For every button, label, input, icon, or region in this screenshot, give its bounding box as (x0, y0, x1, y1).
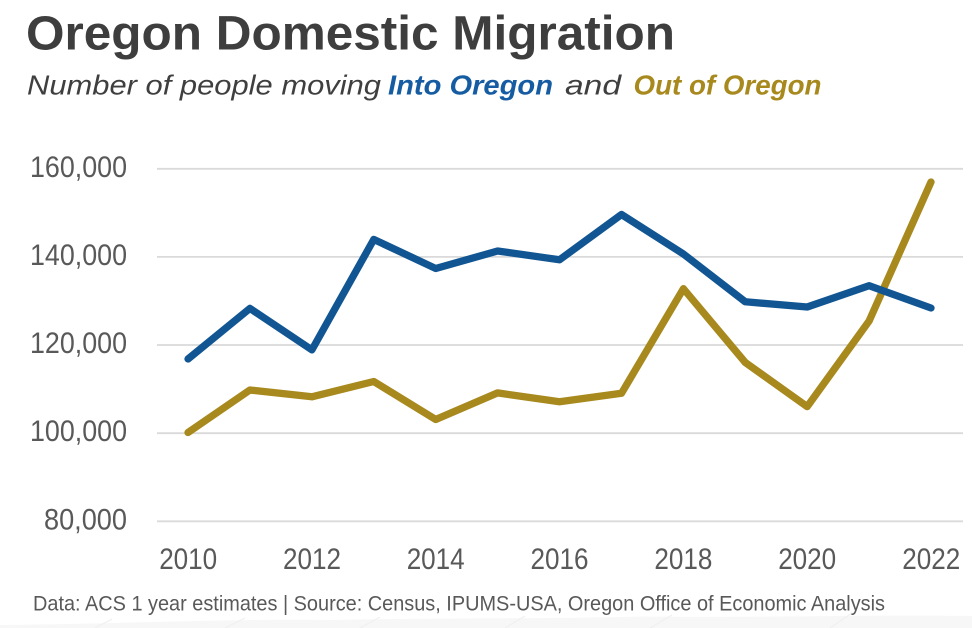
svg-text:80,000: 80,000 (44, 503, 127, 536)
svg-text:and: and (565, 70, 623, 101)
svg-text:100,000: 100,000 (30, 415, 127, 448)
svg-text:2020: 2020 (778, 543, 836, 576)
svg-text:160,000: 160,000 (30, 151, 127, 184)
svg-text:Into Oregon: Into Oregon (388, 70, 553, 101)
svg-text:Number of people moving: Number of people moving (27, 70, 381, 101)
svg-text:2012: 2012 (283, 543, 341, 576)
svg-text:2014: 2014 (407, 543, 465, 576)
svg-text:2010: 2010 (159, 543, 217, 576)
svg-text:120,000: 120,000 (30, 327, 127, 360)
svg-text:2018: 2018 (654, 543, 712, 576)
svg-text:2016: 2016 (531, 543, 589, 576)
svg-text:2022: 2022 (902, 543, 960, 576)
svg-text:Out of Oregon: Out of Oregon (634, 70, 822, 101)
svg-text:140,000: 140,000 (30, 239, 127, 272)
svg-text:Data: ACS 1 year estimates | S: Data: ACS 1 year estimates | Source: Cen… (33, 592, 885, 615)
svg-text:Oregon Domestic Migration: Oregon Domestic Migration (26, 8, 675, 61)
